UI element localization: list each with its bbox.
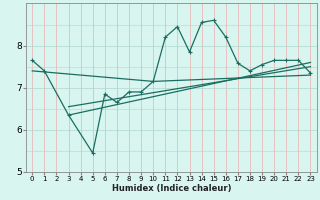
X-axis label: Humidex (Indice chaleur): Humidex (Indice chaleur) <box>112 184 231 193</box>
